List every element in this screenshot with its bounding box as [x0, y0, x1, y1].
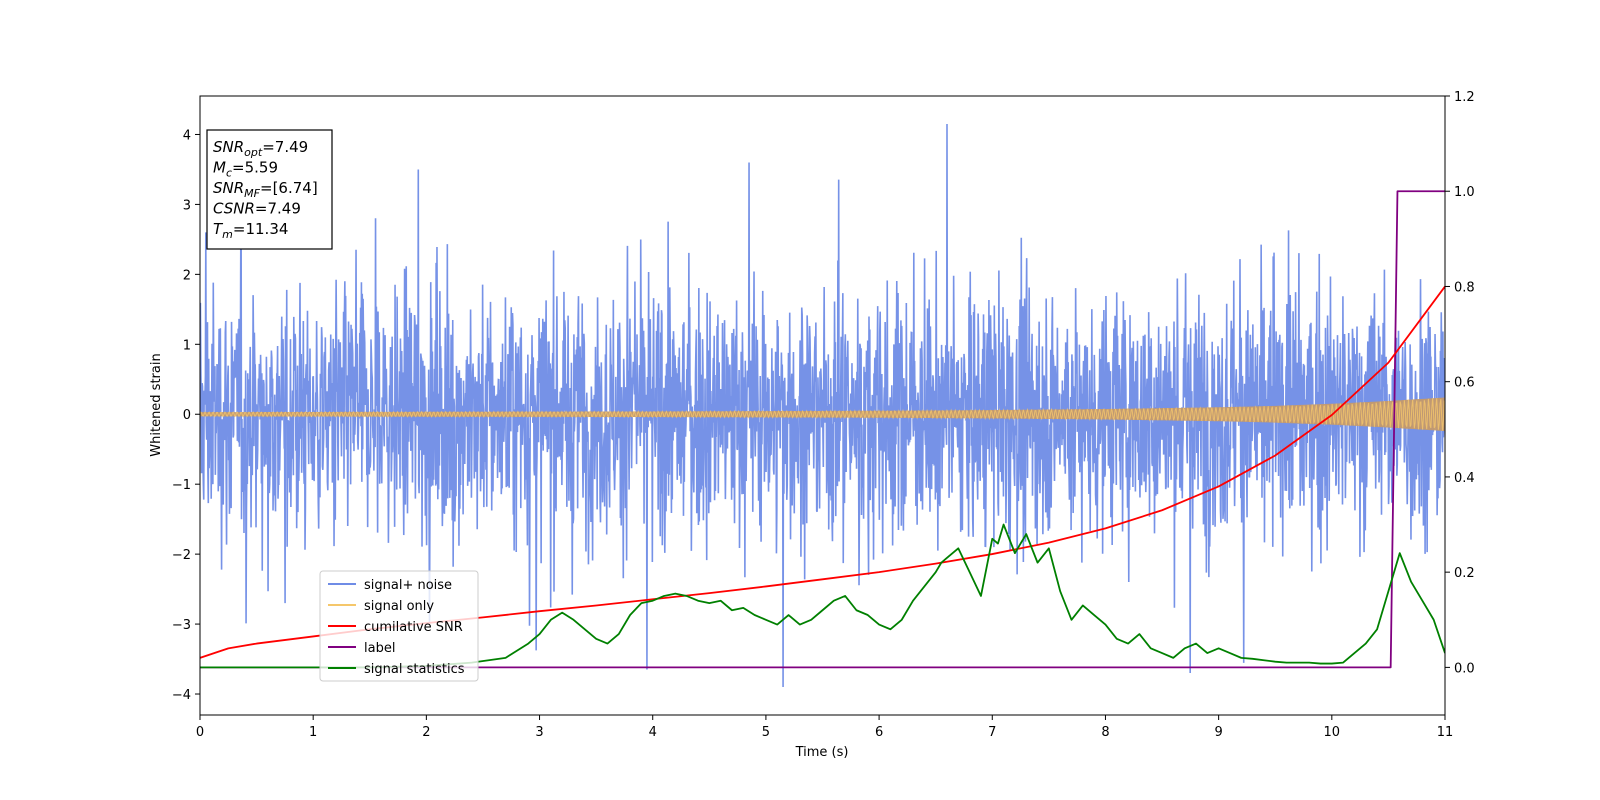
annotation-symbol: M: [213, 159, 226, 177]
y-right-tick-label: 0.2: [1454, 566, 1475, 581]
y-axis-left: −4 −3 −2 −1 0 1 2 3 4: [172, 128, 200, 703]
legend-label: cumilative SNR: [364, 620, 463, 635]
annotation-line: Tm=11.34: [213, 220, 288, 241]
signal-only-line: [200, 398, 1445, 431]
legend-label: signal only: [364, 599, 434, 614]
y-left-tick-label: 0: [183, 408, 191, 423]
signal-only-series: [200, 397, 1445, 432]
x-tick-label: 3: [535, 725, 543, 740]
stats-annotation: SNRopt=7.49Mc=5.59SNRMF=[6.74]CSNR=7.49T…: [206, 129, 333, 250]
x-tick-label: 9: [1214, 725, 1222, 740]
y-left-tick-label: −4: [172, 688, 191, 703]
legend-label: label: [364, 641, 395, 656]
annotation-symbol: SNR: [213, 179, 244, 197]
y-left-tick-label: −3: [172, 618, 191, 633]
annotation-symbol: T: [213, 220, 224, 238]
label-line: [200, 190, 1445, 669]
y-axis-right: 0.0 0.2 0.4 0.6 0.8 1.0 1.2: [1445, 90, 1475, 676]
x-tick-label: 11: [1437, 725, 1454, 740]
x-tick-label: 0: [196, 725, 204, 740]
x-tick-label: 7: [988, 725, 996, 740]
x-tick-label: 6: [875, 725, 883, 740]
y-axis-label: Whitened strain: [149, 353, 164, 456]
plot-frame: [199, 95, 1446, 716]
x-tick-label: 1: [309, 725, 317, 740]
x-tick-label: 2: [422, 725, 430, 740]
y-right-tick-label: 1.0: [1454, 185, 1475, 200]
annotation-symbol: CSNR: [213, 200, 255, 218]
x-tick-label: 8: [1101, 725, 1109, 740]
y-left-tick-label: −2: [172, 548, 191, 563]
signal-statistics-line: [200, 523, 1445, 669]
legend-label: signal statistics: [364, 662, 465, 677]
annotation-value: =5.59: [232, 159, 278, 177]
annotation-line: CSNR=7.49: [213, 200, 301, 218]
x-axis: 0 1 2 3 4 5 6 7 8 9 10 11: [196, 715, 1453, 740]
annotation-box: [206, 129, 333, 250]
annotation-line: SNRopt=7.49: [213, 138, 308, 159]
y-left-tick-label: −1: [172, 478, 191, 493]
y-right-tick-label: 0.4: [1454, 471, 1475, 486]
annotation-line: Mc=5.59: [213, 159, 278, 180]
x-tick-label: 5: [762, 725, 770, 740]
annotation-subscript: opt: [244, 146, 263, 159]
annotation-line: SNRMF=[6.74]: [213, 179, 318, 200]
y-right-tick-label: 0.6: [1454, 376, 1475, 391]
x-axis-label: Time (s): [795, 745, 849, 760]
y-left-tick-label: 3: [183, 198, 191, 213]
annotation-symbol: SNR: [213, 138, 244, 156]
legend-box: [319, 570, 479, 682]
legend-label: signal+ noise: [364, 578, 452, 593]
x-tick-label: 10: [1324, 725, 1341, 740]
y-right-tick-label: 0.8: [1454, 280, 1475, 295]
x-tick-label: 4: [649, 725, 657, 740]
annotation-subscript: c: [226, 167, 232, 180]
annotation-value: =[6.74]: [260, 179, 318, 197]
annotation-subscript: m: [222, 228, 233, 241]
annotation-value: =7.49: [255, 200, 301, 218]
y-left-tick-label: 4: [183, 128, 191, 143]
annotation-value: =7.49: [262, 138, 308, 156]
annotation-value: =11.34: [233, 220, 289, 238]
y-right-tick-label: 1.2: [1454, 90, 1475, 105]
annotation-subscript: MF: [244, 187, 260, 200]
y-left-tick-label: 1: [183, 338, 191, 353]
signal-only-band: [200, 397, 1445, 432]
y-left-tick-label: 2: [183, 268, 191, 283]
y-right-tick-label: 0.0: [1454, 661, 1475, 676]
legend: signal+ noise signal only cumilative SNR la…: [319, 570, 479, 682]
